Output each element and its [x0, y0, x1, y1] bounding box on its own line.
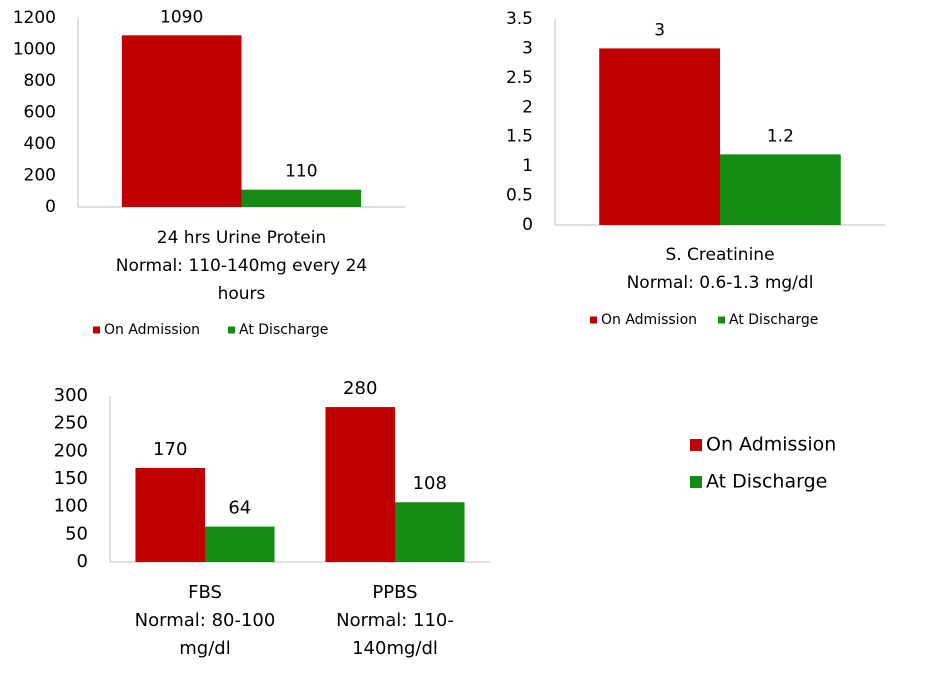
legend-label: On Admission [104, 322, 200, 338]
legend-swatch [93, 326, 100, 334]
bar [395, 502, 465, 562]
bar [720, 154, 841, 225]
y-tick-label: 2.5 [506, 68, 533, 88]
y-tick-label: 50 [65, 523, 88, 544]
data-label: 110 [285, 162, 317, 182]
bar [599, 48, 720, 225]
y-tick-label: 250 [54, 413, 88, 434]
y-tick-label: 150 [54, 468, 88, 489]
y-tick-label: 400 [24, 134, 56, 154]
legend-label: At Discharge [729, 312, 818, 328]
bar [205, 526, 275, 562]
bar [135, 467, 205, 562]
y-tick-label: 1000 [13, 40, 56, 60]
category-label: FBS Normal: 80-100 mg/dl [134, 582, 276, 659]
category-label: 24 hrs Urine Protein Normal: 110-140mg e… [115, 228, 368, 304]
legend-swatch [228, 326, 235, 334]
y-tick-label: 800 [24, 71, 56, 91]
data-label: 280 [343, 378, 377, 399]
data-label: 1.2 [767, 126, 794, 146]
data-label: 64 [228, 498, 251, 519]
y-tick-label: 1.5 [506, 127, 533, 147]
legend-swatch [718, 316, 725, 324]
y-tick-label: 3 [522, 38, 533, 58]
y-tick-label: 300 [54, 385, 88, 406]
category-label: PPBS Normal: 110- 140mg/dl [336, 582, 454, 659]
y-tick-label: 0 [77, 551, 88, 572]
bar [325, 407, 395, 562]
bar [121, 35, 242, 208]
y-tick-label: 1 [522, 156, 533, 176]
legend-swatch [590, 316, 597, 324]
y-tick-label: 600 [24, 103, 56, 123]
bar [241, 189, 362, 207]
data-label: 108 [413, 473, 447, 494]
data-label: 3 [654, 20, 665, 40]
legend-swatch [690, 439, 702, 451]
y-tick-label: 2 [522, 97, 533, 117]
y-tick-label: 1200 [13, 8, 56, 28]
legend-label: On Admission [601, 312, 697, 328]
legend-label: At Discharge [706, 471, 827, 493]
legend-label: On Admission [706, 434, 836, 456]
legend-label: At Discharge [239, 322, 328, 338]
y-tick-label: 200 [54, 440, 88, 461]
category-label: S. Creatinine Normal: 0.6-1.3 mg/dl [626, 245, 814, 293]
y-tick-label: 3.5 [506, 9, 533, 29]
data-label: 170 [153, 439, 187, 460]
y-tick-label: 0 [45, 197, 56, 217]
y-tick-label: 200 [24, 166, 56, 186]
y-tick-label: 0.5 [506, 186, 533, 206]
data-label: 1090 [160, 7, 203, 27]
legend-swatch [690, 476, 702, 488]
y-tick-label: 0 [522, 215, 533, 235]
y-tick-label: 100 [54, 496, 88, 517]
